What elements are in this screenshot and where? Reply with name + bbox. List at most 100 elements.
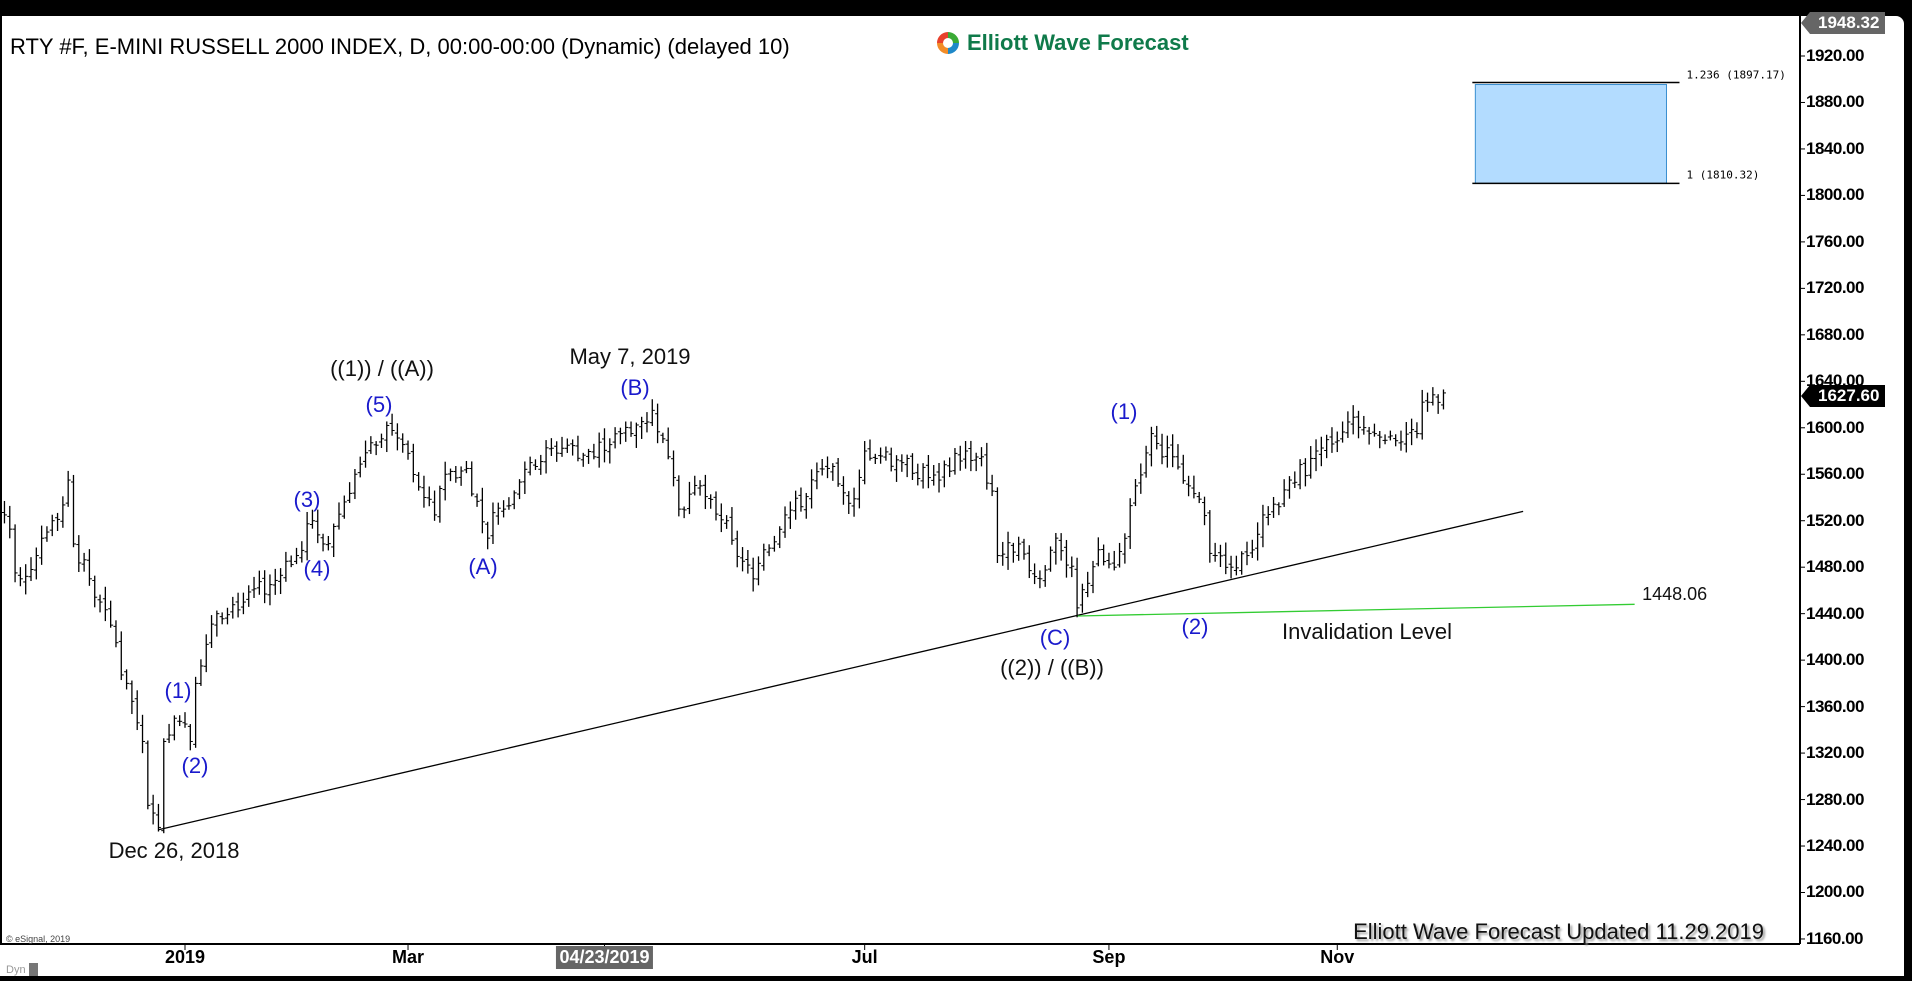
ohlc-bar — [825, 456, 831, 479]
ohlc-bar — [1313, 439, 1319, 472]
ohlc-bar — [1297, 459, 1303, 490]
price-chart[interactable] — [0, 16, 1904, 976]
ohlc-bar — [495, 502, 501, 525]
wave-label-w1[interactable]: (1) — [164, 678, 192, 703]
ohlc-bar — [862, 441, 868, 485]
ohlc-bar — [1074, 557, 1080, 618]
ohlc-bar — [12, 524, 18, 583]
ohlc-bar — [1361, 415, 1367, 435]
target-zone-box[interactable] — [1474, 84, 1667, 184]
ohlc-bar — [1334, 431, 1340, 453]
ohlc-bar — [1026, 545, 1032, 579]
wave-label-w2[interactable]: (2) — [181, 753, 209, 778]
wave-label-wB[interactable]: (B) — [620, 375, 650, 400]
ohlc-bar — [532, 459, 538, 470]
wave-label-w3[interactable]: (3) — [293, 487, 321, 512]
x-tick-label: 04/23/2019 — [556, 946, 653, 969]
ohlc-bar — [426, 486, 432, 507]
wave-label-may7[interactable]: May 7, 2019 — [569, 344, 691, 369]
ohlc-bar — [1244, 541, 1250, 566]
dyn-toggle[interactable]: Dyn — [6, 963, 38, 976]
ohlc-bar — [1138, 463, 1144, 494]
ohlc-bar — [448, 468, 453, 482]
ohlc-bar — [490, 502, 496, 545]
wave-label-w1a[interactable]: ((1)) / ((A)) — [330, 356, 434, 381]
ohlc-bar — [65, 470, 71, 507]
ohlc-bar — [283, 551, 289, 582]
y-tick-label: 1360.00 — [1806, 696, 1864, 716]
ohlc-bar — [485, 521, 491, 550]
ohlc-bar — [878, 447, 884, 464]
ohlc-bar — [963, 440, 969, 469]
ohlc-bar — [1212, 542, 1218, 562]
ohlc-bar — [798, 487, 804, 512]
ohlc-bar — [230, 596, 236, 619]
ohlc-bar — [994, 487, 1000, 564]
ohlc-bar — [1132, 479, 1138, 507]
wave-label-wA[interactable]: (A) — [468, 554, 498, 579]
wave-label-dec26[interactable]: Dec 26, 2018 — [108, 838, 240, 863]
ohlc-bar — [1164, 435, 1170, 468]
ohlc-bar — [357, 456, 363, 478]
ohlc-bar — [262, 570, 268, 604]
wave-label-w1r[interactable]: (1) — [1110, 399, 1138, 424]
ohlc-bar — [904, 454, 910, 478]
ohlc-bar — [1207, 510, 1213, 563]
ohlc-bar — [442, 461, 448, 501]
ohlc-bar — [410, 443, 416, 483]
ohlc-bar — [564, 438, 570, 453]
ohlc-bar — [623, 421, 629, 442]
ohlc-bar — [718, 503, 724, 533]
ohlc-bar — [1196, 491, 1202, 504]
ohlc-bar — [894, 455, 900, 482]
ohlc-bar — [1058, 533, 1064, 561]
ohlc-bar — [591, 443, 597, 460]
ohlc-bar — [979, 447, 984, 467]
ohlc-bar — [1032, 563, 1038, 585]
ohlc-bar — [1345, 411, 1351, 438]
ohlc-bar — [49, 514, 55, 537]
y-tick-label: 1320.00 — [1806, 743, 1864, 763]
wave-label-w4[interactable]: (4) — [303, 556, 331, 581]
ohlc-bar — [830, 463, 836, 481]
invalidation-line[interactable] — [1077, 603, 1635, 617]
ohlc-bar — [400, 433, 406, 453]
ohlc-bar — [1228, 555, 1234, 579]
ohlc-bar — [166, 723, 172, 744]
ohlc-bar — [931, 465, 937, 486]
ohlc-bar — [134, 690, 140, 731]
ohlc-bar — [1217, 544, 1223, 567]
ohlc-bar — [655, 403, 661, 444]
ohlc-bar — [352, 469, 358, 500]
wave-label-w2b[interactable]: ((2)) / ((B)) — [1000, 655, 1104, 680]
high-price-tag: 1948.32 — [1800, 12, 1886, 35]
ohlc-bar — [288, 555, 294, 568]
ohlc-bar — [1223, 542, 1229, 575]
ohlc-bar — [463, 460, 469, 474]
ohlc-bar — [368, 436, 374, 454]
ohlc-bar — [155, 803, 161, 832]
ohlc-bar — [384, 421, 390, 453]
ohlc-bar — [320, 533, 326, 552]
ohlc-bar — [1, 500, 7, 524]
ohlc-bar — [251, 576, 257, 598]
ohlc-bar — [1292, 471, 1298, 488]
ohlc-bar — [1350, 405, 1356, 435]
trendline[interactable] — [158, 510, 1524, 831]
ohlc-bar — [633, 422, 639, 448]
ohlc-bar — [819, 458, 825, 476]
wave-label-wC[interactable]: (C) — [1039, 625, 1071, 650]
ohlc-bar — [389, 413, 395, 436]
wave-label-w2r[interactable]: (2) — [1181, 614, 1209, 639]
ohlc-bar — [1143, 445, 1149, 478]
wave-label-w5[interactable]: (5) — [365, 392, 393, 417]
ohlc-bar — [1233, 555, 1239, 576]
y-tick-label: 1680.00 — [1806, 324, 1864, 344]
ohlc-bar — [957, 445, 963, 471]
ohlc-bar — [17, 567, 23, 587]
ohlc-bar — [1329, 427, 1335, 453]
ohlc-bar — [209, 615, 215, 648]
ohlc-bar — [161, 738, 167, 834]
ohlc-bar — [118, 631, 124, 681]
ohlc-bar — [246, 585, 252, 607]
